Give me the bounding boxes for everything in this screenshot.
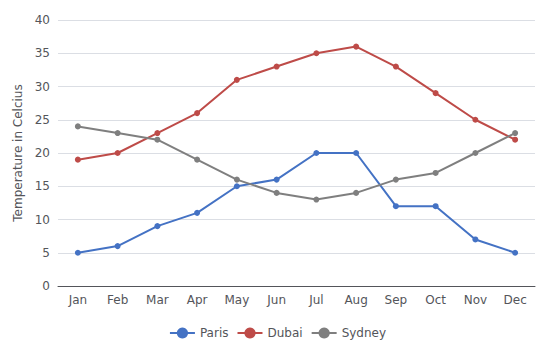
svg-text:Feb: Feb [107,293,128,307]
svg-text:5: 5 [42,246,50,260]
svg-text:Paris: Paris [200,326,229,340]
svg-text:Aug: Aug [344,293,367,307]
svg-text:10: 10 [35,213,50,227]
svg-text:Dubai: Dubai [267,326,302,340]
svg-text:Apr: Apr [187,293,208,307]
svg-text:Nov: Nov [464,293,487,307]
svg-text:Temperature in Celcius: Temperature in Celcius [11,84,25,222]
svg-text:35: 35 [35,46,50,60]
svg-text:Mar: Mar [146,293,169,307]
svg-text:Jul: Jul [308,293,323,307]
svg-text:Dec: Dec [504,293,527,307]
svg-text:25: 25 [35,113,50,127]
svg-text:0: 0 [42,279,50,293]
svg-text:May: May [224,293,249,307]
svg-text:Jun: Jun [266,293,286,307]
svg-text:30: 30 [35,80,50,94]
svg-text:40: 40 [35,13,50,27]
svg-text:20: 20 [35,146,50,160]
svg-text:15: 15 [35,179,50,193]
svg-text:Sydney: Sydney [342,326,386,340]
svg-text:Sep: Sep [385,293,408,307]
svg-text:Oct: Oct [425,293,446,307]
svg-text:Jan: Jan [68,293,88,307]
